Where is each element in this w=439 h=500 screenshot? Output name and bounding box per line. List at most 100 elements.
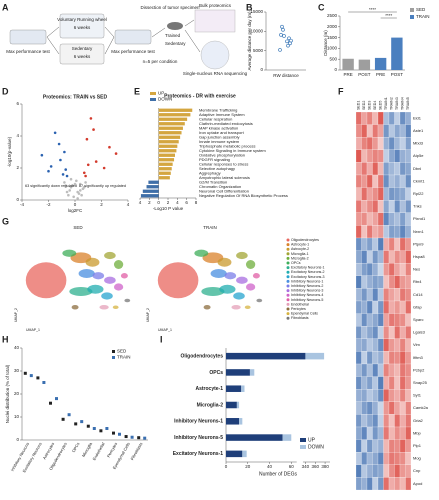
bar-segment — [226, 385, 242, 392]
heat-cell — [361, 389, 368, 402]
heat-cell — [405, 326, 412, 339]
heat-cell — [388, 389, 395, 402]
heat-cell — [372, 477, 379, 491]
category-label: Cytokine Signaling in Immune system — [199, 148, 266, 153]
heat-cell — [366, 275, 373, 289]
heat-cell — [388, 300, 395, 314]
data-point — [68, 189, 71, 192]
heat-cell — [366, 187, 373, 201]
heat-cell — [366, 288, 373, 302]
heat-cell — [355, 237, 362, 251]
heat-cell — [405, 212, 412, 226]
heat-cell — [388, 137, 395, 150]
data-point — [65, 190, 69, 194]
heat-cell — [399, 149, 406, 163]
heat-cell — [355, 275, 362, 289]
legend-swatch — [286, 243, 290, 247]
y-axis-label: Nuclei distribution (% of total) — [5, 364, 10, 423]
bar — [158, 167, 172, 171]
heat-cell — [394, 124, 401, 138]
legend-label: Microglia-2 — [291, 256, 309, 260]
legend-label: DOWN — [158, 97, 172, 102]
heat-cell — [366, 263, 373, 276]
heat-cell — [399, 212, 406, 226]
bar-segment — [226, 418, 240, 425]
heat-cell — [355, 263, 362, 276]
data-point — [108, 145, 111, 149]
heat-cell — [383, 111, 390, 125]
heat-cell — [383, 250, 390, 264]
x-tick-label: 4 — [127, 202, 130, 207]
data-point — [280, 24, 284, 29]
data-point — [282, 34, 286, 38]
data-point — [67, 193, 70, 197]
heat-cell — [366, 452, 373, 465]
cluster-blob — [71, 305, 79, 310]
heat-cell — [388, 363, 395, 377]
data-point — [80, 193, 83, 197]
x-tick-label: 8 — [195, 200, 198, 205]
heat-cell — [405, 452, 412, 465]
umap-title: TRAIN — [203, 225, 217, 230]
category-label: Aggrephagy — [199, 170, 221, 175]
heat-cell — [383, 187, 390, 201]
heat-cell — [394, 363, 401, 377]
bar — [158, 149, 177, 153]
data-point — [29, 374, 33, 378]
heat-cell — [388, 338, 395, 352]
heat-cell — [372, 313, 379, 327]
legend-swatch — [286, 261, 290, 265]
cluster-blob — [112, 305, 119, 310]
legend-label: Inhibitory Neurons-2 — [291, 284, 323, 288]
legend-label: Microglia-1 — [291, 252, 309, 256]
legend-swatch — [286, 238, 290, 242]
y-tick-label: 0 — [16, 437, 19, 442]
heat-cell — [394, 477, 401, 491]
legend-label: Fibroblasts — [291, 316, 309, 320]
data-point — [36, 376, 40, 380]
heat-cell — [399, 439, 406, 453]
diagram-label: Max performance test — [6, 49, 50, 54]
column-label: TRAIN3 — [395, 97, 399, 110]
heat-cell — [361, 464, 368, 478]
y-tick-label: 1000 — [327, 46, 338, 51]
heat-cell — [355, 376, 362, 390]
diagram-label: n=5 per condition — [143, 59, 178, 64]
heat-cell — [405, 250, 412, 264]
shape — [114, 29, 152, 45]
bar — [342, 58, 354, 70]
data-point — [63, 150, 66, 154]
row-label: Plp1 — [413, 443, 422, 448]
y-tick-label: 40 — [14, 345, 20, 350]
heat-cell — [383, 338, 390, 352]
category-label: Cellular respiration — [199, 116, 232, 121]
data-point — [59, 158, 62, 162]
heat-cell — [388, 464, 395, 478]
heat-cell — [394, 275, 401, 289]
category-label: Excitatory Neurons-1 — [173, 451, 224, 457]
legend-label: Excitatory Neurons-1 — [291, 266, 325, 270]
heat-cell — [372, 111, 379, 125]
data-point — [112, 431, 115, 435]
data-point — [73, 182, 77, 186]
cluster-blob — [113, 283, 124, 291]
bar — [158, 171, 171, 175]
heat-cell — [361, 452, 368, 465]
heat-cell — [383, 200, 390, 213]
heat-cell — [405, 376, 412, 390]
legend-swatch — [286, 256, 290, 260]
heat-cell — [377, 464, 384, 478]
cluster-blob — [124, 298, 131, 303]
heat-cell — [372, 288, 379, 302]
data-point — [53, 131, 57, 135]
heat-cell — [366, 300, 373, 314]
x-tick-label: 0 — [157, 200, 160, 205]
legend-label: Oligodendrocytes — [291, 238, 319, 242]
heat-cell — [388, 326, 395, 339]
heat-cell — [355, 300, 362, 314]
heat-cell — [383, 237, 390, 251]
heat-cell — [388, 376, 395, 390]
cluster-blob — [244, 305, 251, 310]
y-axis-label: UMAP_2 — [14, 308, 18, 322]
heat-cell — [377, 439, 384, 453]
